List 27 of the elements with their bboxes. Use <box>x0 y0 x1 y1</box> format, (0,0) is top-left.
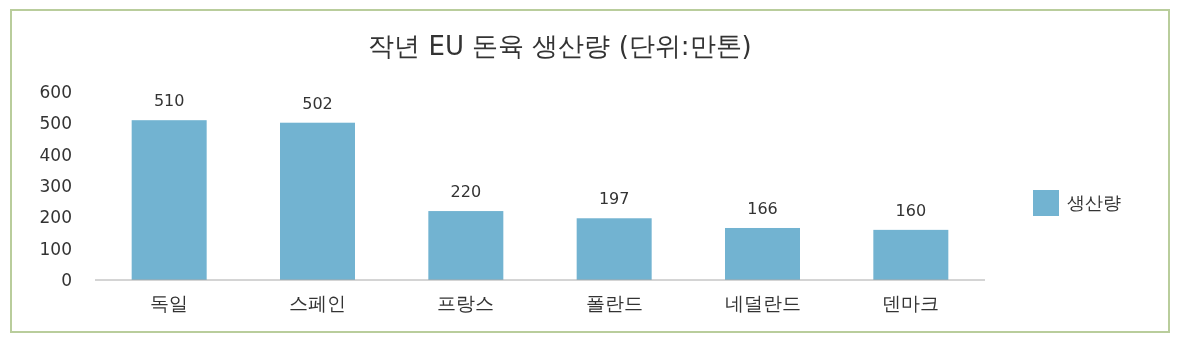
y-tick-label: 100 <box>39 238 72 259</box>
y-tick-label: 300 <box>39 176 72 196</box>
x-tick-label: 프랑스 <box>437 292 495 314</box>
bar <box>725 227 800 280</box>
y-tick-label: 0 <box>61 270 72 290</box>
bar <box>280 122 355 280</box>
bar <box>576 218 652 280</box>
x-tick-label: 네덜란드 <box>724 292 801 314</box>
y-tick-label: 600 <box>39 82 72 102</box>
x-tick-label: 스페인 <box>289 292 346 314</box>
y-tick-label: 500 <box>39 113 72 134</box>
chart-title: 작년 EU 돈육 생산량 (단위:만톤) <box>368 31 752 61</box>
data-label: 220 <box>450 182 482 202</box>
bar <box>873 229 949 280</box>
data-label: 166 <box>747 198 778 218</box>
data-label: 160 <box>895 200 927 220</box>
bar <box>131 120 207 280</box>
legend-label: 생산량 <box>1067 192 1121 213</box>
y-tick-label: 400 <box>39 144 72 165</box>
x-tick-label: 폴란드 <box>585 292 643 314</box>
bar <box>428 211 504 280</box>
data-label: 197 <box>598 189 630 209</box>
x-tick-label: 독일 <box>150 292 189 314</box>
data-label: 502 <box>302 93 333 113</box>
data-label: 510 <box>153 91 185 111</box>
y-tick-label: 200 <box>39 207 72 228</box>
x-tick-label: 덴마크 <box>882 292 940 314</box>
